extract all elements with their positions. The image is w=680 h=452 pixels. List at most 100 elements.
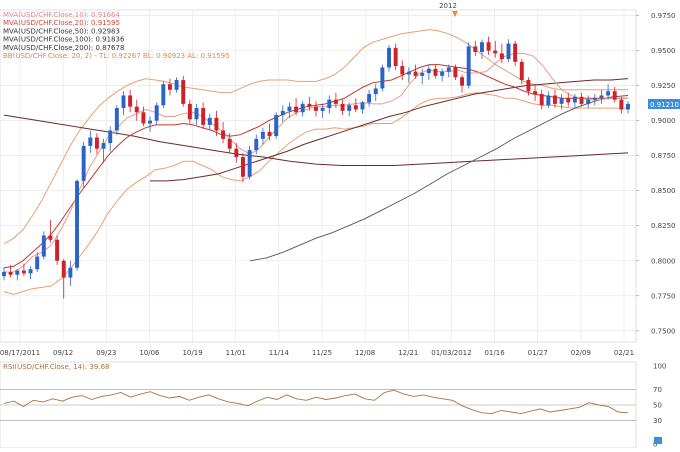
candle-body <box>446 67 451 72</box>
candle-body <box>586 99 591 104</box>
candle-body <box>28 269 33 274</box>
x-tick-label: 09/23 <box>96 349 116 357</box>
candle-body <box>101 143 106 149</box>
candle-body <box>307 103 312 107</box>
main-legend: MVA(USD/CHF.Close,10): 0.91664MVA(USD/CH… <box>3 11 230 60</box>
candle-body <box>592 98 597 100</box>
rsi-tick-label: 100 <box>653 363 666 371</box>
rsi-line <box>3 389 629 415</box>
candle-body <box>294 106 299 113</box>
candle-body <box>367 94 372 103</box>
bb-lower-band <box>3 92 628 295</box>
candle-body <box>167 84 172 90</box>
candle-body <box>75 180 79 268</box>
candle-body <box>161 84 166 106</box>
x-tick-label: 10/19 <box>182 349 202 357</box>
x-tick-label: 12/21 <box>398 349 418 357</box>
candle-body <box>241 157 245 177</box>
candle-body <box>333 99 338 104</box>
candle-body <box>274 115 279 137</box>
candle-body <box>221 130 226 139</box>
ma50-line <box>150 78 629 182</box>
candle-body <box>426 68 431 74</box>
legend-entry: MVA(USD/CHF.Close,200): 0.87678 <box>3 44 124 52</box>
y-tick-label: 0.9000 <box>651 117 676 125</box>
candle-body <box>234 148 239 158</box>
candle-body <box>227 138 232 149</box>
rsi-grid <box>0 389 636 421</box>
candle-body <box>466 46 471 86</box>
candle-body <box>579 96 584 104</box>
legend-entry: MVA(USD/CHF.Close,100): 0.91836 <box>3 36 125 44</box>
candle-body <box>314 106 318 111</box>
candle-body <box>68 267 73 278</box>
candle-body <box>559 98 564 104</box>
x-tick-label: 08/17/2011 <box>0 349 40 357</box>
x-tick-label: 01/16 <box>484 349 505 357</box>
candle-body <box>519 61 524 81</box>
candle-body <box>539 94 544 106</box>
candle-body <box>134 106 139 113</box>
candle-body <box>566 98 571 103</box>
candle-body <box>626 103 630 110</box>
candle-body <box>174 80 179 90</box>
candle-body <box>499 53 504 60</box>
y-tick-label: 0.8750 <box>651 152 676 160</box>
y-tick-label: 0.7500 <box>651 327 676 335</box>
candle-body <box>360 102 365 110</box>
candle-body <box>493 50 498 54</box>
candle-body <box>88 137 93 146</box>
x-tick-label: 11/25 <box>312 349 332 357</box>
candle-body <box>506 43 511 60</box>
candle-body <box>599 95 604 99</box>
candle-body <box>373 88 378 95</box>
legend-entry: BB(USD/CHF.Close, 20, 2) - TL: 0.92267 B… <box>3 52 230 60</box>
candle-body <box>247 150 252 177</box>
y-tick-label: 0.9250 <box>651 82 676 90</box>
candle-body <box>2 271 6 277</box>
y-tick-label: 0.8250 <box>651 222 676 230</box>
candle-body <box>479 42 484 53</box>
candle-body <box>526 80 531 92</box>
date-axis: 08/17/2011 09/12 09/23 10/06 10/19 11/01 11/14… <box>0 349 634 357</box>
candle-body <box>48 235 53 240</box>
x-tick-label: 11/01 <box>226 349 246 357</box>
candle-body <box>108 130 113 144</box>
rsi-tick-label: 50 <box>653 402 662 410</box>
candle-body <box>347 105 352 111</box>
legend-entry: MVA(USD/CHF.Close,20): 0.91595 <box>3 19 120 27</box>
x-tick-label: 02/09 <box>571 349 591 357</box>
candle-body <box>81 145 86 181</box>
price-tag-label: 0.91210 <box>650 101 679 109</box>
candle-body <box>181 80 186 104</box>
current-price-tag: 0.91210 <box>648 99 680 109</box>
candle-body <box>121 95 126 109</box>
candle-body <box>619 99 624 110</box>
candle-body <box>400 66 405 75</box>
rsi-value-box <box>654 437 662 444</box>
x-tick-label: 12/08 <box>355 349 375 357</box>
candle-body <box>280 110 285 116</box>
candle-body <box>393 47 398 67</box>
candle-body <box>154 105 159 121</box>
candle-body <box>194 108 199 120</box>
bb-upper-band <box>3 29 628 245</box>
y-tick-label: 0.8000 <box>651 257 676 265</box>
candles <box>2 36 630 299</box>
y-tick-label: 0.8500 <box>651 187 676 195</box>
candle-body <box>406 71 411 75</box>
candle-body <box>420 73 425 76</box>
candle-body <box>35 256 40 270</box>
x-tick-label: 09/12 <box>53 349 73 357</box>
rsi-series <box>3 389 629 415</box>
candle-body <box>513 43 518 62</box>
candle-body <box>141 112 146 124</box>
x-tick-label: 01/27 <box>528 349 548 357</box>
candle-body <box>260 131 265 139</box>
x-tick-label: 10/06 <box>139 349 160 357</box>
candle-body <box>546 95 551 106</box>
year-marker-label: 2012 <box>439 2 457 10</box>
candle-body <box>267 131 272 137</box>
candle-body <box>55 239 60 261</box>
